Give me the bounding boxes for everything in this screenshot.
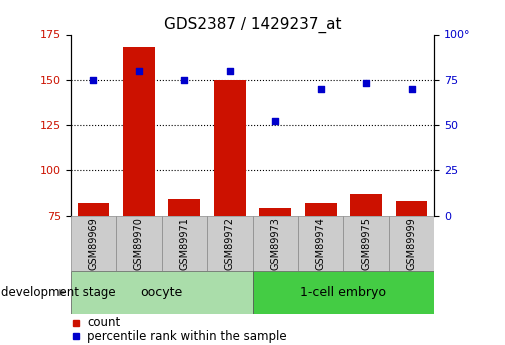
Text: GSM89974: GSM89974 bbox=[316, 217, 326, 270]
Point bbox=[180, 77, 188, 82]
Bar bbox=[71, 216, 116, 271]
Bar bbox=[123, 47, 155, 216]
Point bbox=[362, 81, 370, 86]
Point bbox=[226, 68, 234, 73]
Bar bbox=[71, 271, 252, 314]
Text: GSM89975: GSM89975 bbox=[361, 217, 371, 270]
Bar bbox=[252, 216, 298, 271]
Text: percentile rank within the sample: percentile rank within the sample bbox=[87, 330, 287, 343]
Bar bbox=[396, 201, 428, 216]
Bar bbox=[252, 271, 434, 314]
Text: GSM89973: GSM89973 bbox=[270, 217, 280, 270]
Point bbox=[408, 86, 416, 91]
Point bbox=[135, 68, 143, 73]
Bar bbox=[260, 208, 291, 216]
Bar bbox=[350, 194, 382, 216]
Text: development stage: development stage bbox=[1, 286, 115, 299]
Bar bbox=[169, 199, 200, 216]
Bar bbox=[214, 80, 246, 216]
Bar bbox=[162, 216, 207, 271]
Bar bbox=[207, 216, 252, 271]
Text: GSM89971: GSM89971 bbox=[179, 217, 189, 270]
Point bbox=[89, 77, 97, 82]
Bar bbox=[343, 216, 389, 271]
Point bbox=[317, 86, 325, 91]
Text: GSM89970: GSM89970 bbox=[134, 217, 144, 270]
Bar bbox=[78, 203, 110, 216]
Text: count: count bbox=[87, 316, 120, 329]
Bar bbox=[389, 216, 434, 271]
Title: GDS2387 / 1429237_at: GDS2387 / 1429237_at bbox=[164, 17, 341, 33]
Bar bbox=[116, 216, 162, 271]
Bar bbox=[305, 203, 337, 216]
Point bbox=[271, 119, 279, 124]
Text: GSM89972: GSM89972 bbox=[225, 217, 235, 270]
Text: oocyte: oocyte bbox=[140, 286, 183, 299]
Text: 1-cell embryo: 1-cell embryo bbox=[300, 286, 386, 299]
Text: GSM89999: GSM89999 bbox=[407, 217, 417, 269]
Bar bbox=[298, 216, 343, 271]
Text: GSM89969: GSM89969 bbox=[88, 217, 98, 269]
